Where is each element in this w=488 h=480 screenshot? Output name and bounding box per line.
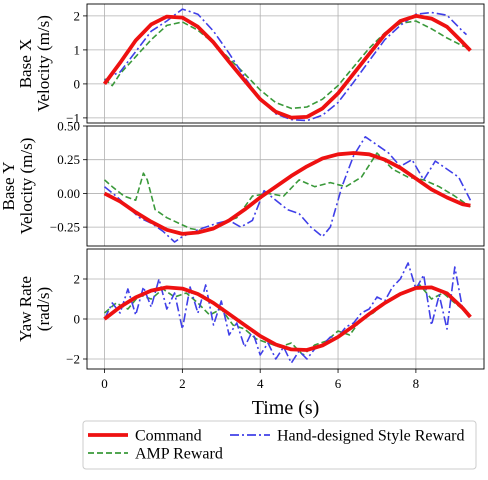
series-line-dashed-base-y (103, 152, 471, 232)
y-tick-label: −2 (66, 352, 80, 367)
y-tick-label: 2 (74, 272, 81, 287)
series-line-dashdot-yaw (103, 262, 472, 364)
x-tick-label: 0 (101, 376, 108, 391)
y-tick-label: 2 (74, 8, 81, 23)
y-tick-label: 1 (74, 42, 81, 57)
y-tick-label: 0.50 (57, 119, 80, 134)
panel-frame (86, 3, 485, 124)
legend-frame (82, 420, 477, 470)
x-tick-label: 2 (179, 376, 186, 391)
y-tick-label: −1 (66, 110, 80, 125)
legend-label: Hand-designed Style Reward (277, 428, 465, 445)
panel-base-y: −0.25 0.00 0.25 0.50 Base Y Velocity (m/s) (0, 119, 485, 247)
series-line-solid-base-y (103, 151, 471, 236)
panel-frame (86, 248, 485, 370)
series-line-solid-yaw (103, 285, 472, 352)
y-axis-label: Base X (16, 39, 35, 89)
x-tick-label: 8 (413, 376, 420, 391)
y-tick-label: 0.25 (57, 152, 80, 167)
y-tick-label: 0 (74, 312, 81, 327)
y-axis-label: Yaw Rate (16, 276, 35, 342)
y-axis-label: (rad/s) (34, 287, 53, 331)
y-tick-label: 0.00 (57, 186, 80, 201)
x-tick-label: 4 (257, 376, 264, 391)
y-tick-label: 0 (74, 76, 81, 91)
y-tick-label: −0.25 (50, 220, 80, 235)
series-line-dashed-yaw (103, 284, 471, 356)
y-axis-label: Velocity (m/s) (34, 15, 53, 112)
y-axis-label: Base Y (0, 162, 18, 211)
x-tick-label: 6 (335, 376, 342, 391)
panel-yaw: −2 0 2 Yaw Rate (rad/s) 0 2 4 6 8 (16, 248, 485, 391)
x-axis-label: Time (s) (252, 397, 320, 419)
legend-label: AMP Reward (135, 446, 223, 463)
series-line-dashed-base-x (103, 20, 471, 110)
y-axis-label: Velocity (m/s) (17, 138, 36, 235)
legend-label: Command (135, 428, 202, 445)
panel-base-x: −1 0 1 2 Base X Velocity (m/s) (16, 3, 485, 125)
series-line-dashdot-base-y (103, 136, 472, 243)
panel-frame (86, 125, 485, 247)
series-line-dashdot-base-x (104, 8, 468, 122)
series-line-solid-base-x (102, 14, 472, 120)
